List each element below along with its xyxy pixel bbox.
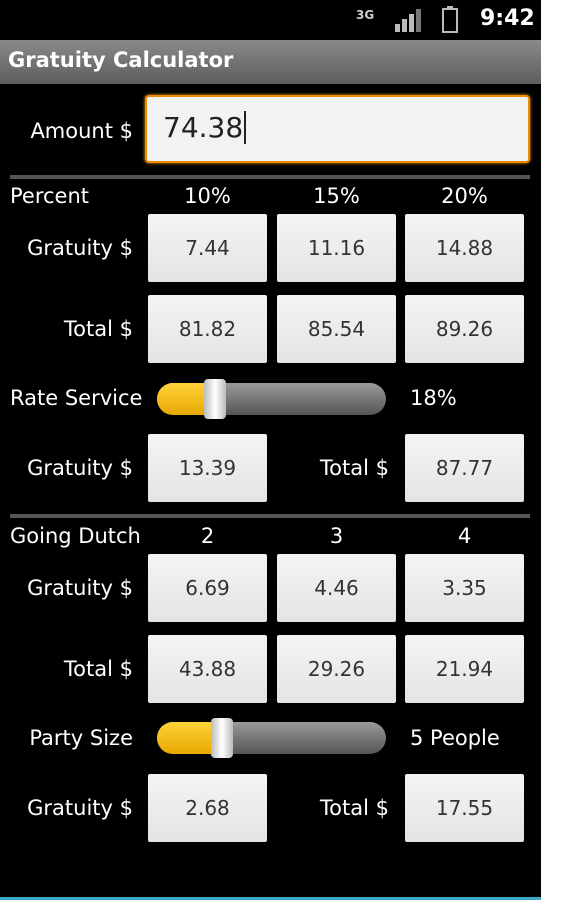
network-icon: 3G [356, 8, 375, 22]
value-cell: 6.69 [148, 554, 267, 622]
column-header: 20% [441, 184, 488, 208]
row-label: Gratuity $ [27, 576, 133, 600]
column-header: 2 [200, 524, 215, 548]
rate-value: 18% [410, 386, 457, 410]
app-title: Gratuity Calculator [8, 48, 234, 72]
status-bar: 3G 9:42 [0, 0, 541, 40]
column-header: 10% [184, 184, 231, 208]
amount-value: 74.38 [163, 111, 247, 144]
value-cell: 21.94 [405, 635, 524, 703]
separator [10, 514, 530, 518]
rate-service-label: Rate Service [10, 386, 143, 410]
phone-screen: 3G 9:42 Gratuity Calculator Amount $ 74.… [0, 0, 541, 897]
value-cell: 81.82 [148, 295, 267, 363]
row-label: Total $ [319, 796, 389, 820]
value-cell: 14.88 [405, 214, 524, 282]
value-cell: 2.68 [148, 774, 267, 842]
title-bar: Gratuity Calculator [0, 40, 541, 84]
row-label: Gratuity $ [27, 236, 133, 260]
party-size-value: 5 People [410, 726, 500, 750]
value-cell: 43.88 [148, 635, 267, 703]
party-size-label: Party Size [29, 726, 133, 750]
value-cell: 85.54 [277, 295, 396, 363]
row-label: Total $ [319, 456, 389, 480]
value-cell: 4.46 [277, 554, 396, 622]
battery-icon [442, 6, 458, 33]
amount-label: Amount $ [30, 119, 133, 143]
value-cell: 87.77 [405, 434, 524, 502]
row-label: Gratuity $ [27, 456, 133, 480]
screen-edge [0, 897, 541, 900]
amount-input[interactable]: 74.38 [145, 95, 530, 163]
row-label: Gratuity $ [27, 796, 133, 820]
signal-icon [395, 9, 421, 32]
value-cell: 7.44 [148, 214, 267, 282]
clock: 9:42 [480, 6, 535, 31]
value-cell: 11.16 [277, 214, 396, 282]
value-cell: 3.35 [405, 554, 524, 622]
rate-slider[interactable] [157, 379, 386, 419]
value-cell: 29.26 [277, 635, 396, 703]
column-header: 15% [313, 184, 360, 208]
percent-header: Percent [10, 184, 90, 208]
value-cell: 17.55 [405, 774, 524, 842]
column-header: 3 [329, 524, 344, 548]
going-dutch-header: Going Dutch [10, 524, 141, 548]
row-label: Total $ [63, 317, 133, 341]
separator [10, 175, 530, 179]
party-slider[interactable] [157, 718, 386, 758]
column-header: 4 [457, 524, 472, 548]
row-label: Total $ [63, 657, 133, 681]
value-cell: 13.39 [148, 434, 267, 502]
value-cell: 89.26 [405, 295, 524, 363]
